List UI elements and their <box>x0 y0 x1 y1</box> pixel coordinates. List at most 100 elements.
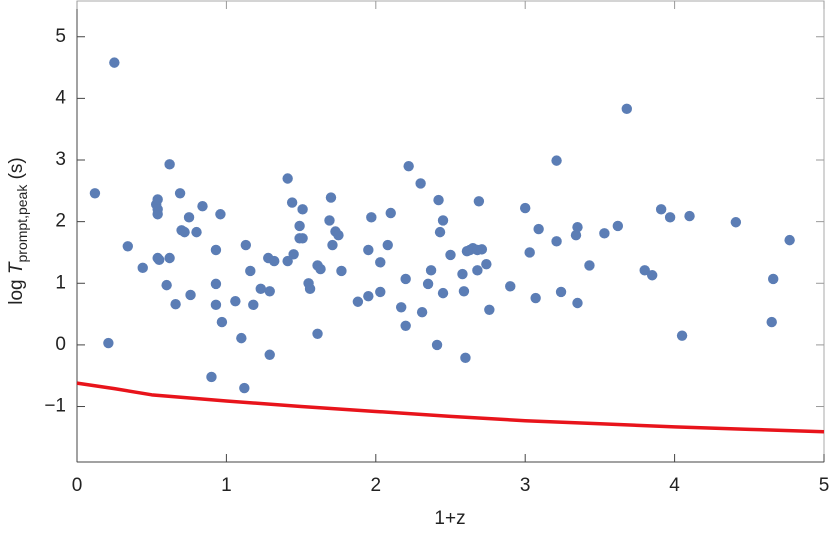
scatter-point <box>676 330 688 341</box>
scatter-point <box>297 233 308 244</box>
scatter-point <box>288 249 299 260</box>
scatter-point <box>481 258 492 270</box>
scatter-point <box>646 270 658 281</box>
scatter-point <box>170 299 181 310</box>
scatter-point <box>89 188 101 199</box>
scatter-point <box>415 178 426 189</box>
scatter-point <box>282 255 293 267</box>
scatter-point <box>458 286 470 297</box>
scatter-point <box>584 260 595 271</box>
x-tick-label: 2 <box>371 475 382 496</box>
scatter-point <box>375 286 386 298</box>
scatter-point <box>555 286 567 298</box>
scatter-point <box>248 299 259 311</box>
scatter-point <box>152 204 163 215</box>
scatter-point <box>122 241 133 252</box>
scatter-point <box>437 287 449 299</box>
scatter-point <box>476 244 488 255</box>
scatter-point <box>505 281 516 292</box>
y-tick-label: 0 <box>55 334 66 355</box>
scatter-point <box>294 220 305 232</box>
y-tick-label: 5 <box>55 26 66 47</box>
x-tick-label: 0 <box>72 475 83 496</box>
scatter-point <box>137 262 148 274</box>
scatter-point <box>400 273 411 285</box>
scatter-point <box>363 291 374 302</box>
scatter-point <box>766 316 777 328</box>
scatter-point <box>325 192 337 203</box>
scatter-point <box>164 252 175 264</box>
scatter-point <box>655 204 667 215</box>
scatter-point <box>784 234 795 246</box>
scatter-point <box>109 57 120 68</box>
scatter-point <box>197 201 208 212</box>
scatter-point <box>245 265 256 277</box>
scatter-point <box>215 209 226 220</box>
scatter-point <box>153 254 165 266</box>
scatter-point <box>282 173 293 184</box>
scatter-point <box>664 212 676 223</box>
scatter-point <box>264 349 275 360</box>
scatter-point <box>375 257 386 268</box>
scatter-point <box>297 204 308 215</box>
x-axis-label: 1+z <box>434 508 465 529</box>
scatter-point <box>530 292 541 304</box>
scatter-point <box>422 278 434 290</box>
x-tick-label: 5 <box>819 475 830 496</box>
scatter-point <box>639 265 650 276</box>
y-tick-label: 1 <box>55 272 66 293</box>
scatter-point <box>570 229 582 241</box>
scatter-point <box>363 244 374 256</box>
scatter-point <box>433 194 444 206</box>
scatter-point <box>425 265 437 276</box>
scatter-point <box>434 226 446 238</box>
y-axis-label-part: log <box>6 274 27 305</box>
scatter-point <box>551 155 562 166</box>
y-tick-label: 4 <box>55 87 66 108</box>
scatter-point <box>431 339 443 351</box>
scatter-point <box>472 265 483 276</box>
scatter-point <box>457 268 468 280</box>
y-tick-label: 3 <box>55 149 66 170</box>
scatter-point <box>304 283 316 295</box>
scatter-point <box>460 352 471 364</box>
scatter-point <box>240 239 252 251</box>
scatter-point <box>179 226 190 238</box>
scatter-point <box>382 239 393 251</box>
scatter-point <box>269 255 280 267</box>
scatter-point <box>312 328 323 340</box>
y-axis-label: log Tprompt,peak (s) <box>6 157 30 305</box>
scatter-point <box>333 229 344 241</box>
scatter-point <box>230 295 241 307</box>
x-tick-label: 1 <box>221 475 232 496</box>
scatter-point <box>403 160 414 172</box>
scatter-point <box>286 197 298 208</box>
y-tick-label: 2 <box>55 211 66 232</box>
scatter-point <box>768 273 779 285</box>
scatter-point <box>572 221 583 233</box>
scatter-point <box>395 302 407 313</box>
scatter-point <box>366 212 377 223</box>
scatter-point <box>599 228 610 239</box>
scatter-point <box>621 103 632 115</box>
scatter-point <box>103 337 114 349</box>
x-tick-label: 4 <box>669 475 680 496</box>
scatter-point <box>336 265 347 277</box>
scatter-point <box>191 226 202 238</box>
scatter-point <box>152 194 163 205</box>
scatter-point <box>183 212 195 223</box>
scatter-point <box>239 382 250 394</box>
scatter-point <box>315 263 326 275</box>
scatter-point <box>210 244 222 256</box>
scatter-point <box>551 236 562 247</box>
scatter-point <box>524 247 535 258</box>
scatter-point <box>400 320 411 331</box>
x-tick-label: 3 <box>520 475 531 496</box>
scatter-point <box>473 196 485 207</box>
scatter-point <box>533 223 544 235</box>
scatter-point <box>210 299 222 311</box>
y-axis-label-part: T <box>6 261 27 274</box>
scatter-point <box>185 289 196 301</box>
scatter-point <box>572 297 583 309</box>
